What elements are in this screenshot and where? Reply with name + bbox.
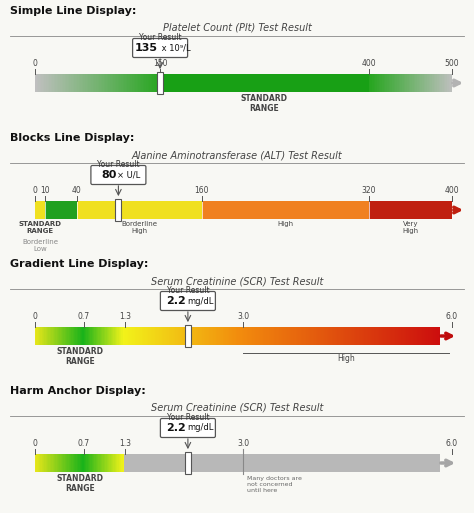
Text: 135: 135	[135, 43, 158, 53]
Text: 2.2: 2.2	[166, 296, 186, 306]
Text: 0: 0	[33, 439, 37, 448]
Polygon shape	[157, 72, 163, 94]
Text: 0.7: 0.7	[78, 439, 90, 448]
Text: 6.0: 6.0	[446, 439, 458, 448]
FancyBboxPatch shape	[91, 166, 146, 185]
Text: Serum Creatinine (SCR) Test Result: Serum Creatinine (SCR) Test Result	[151, 276, 323, 286]
Text: 0: 0	[33, 312, 37, 321]
FancyBboxPatch shape	[160, 291, 215, 310]
Text: Simple Line Display:: Simple Line Display:	[10, 6, 137, 16]
Text: 1.3: 1.3	[119, 439, 131, 448]
Polygon shape	[115, 199, 121, 221]
Text: 160: 160	[194, 186, 209, 195]
Text: Your Result: Your Result	[139, 33, 182, 42]
Text: 3.0: 3.0	[237, 439, 250, 448]
Text: 1.3: 1.3	[119, 312, 131, 321]
Text: mg/dL: mg/dL	[187, 297, 213, 306]
Text: Many doctors are
not concerned
until here: Many doctors are not concerned until her…	[247, 476, 302, 492]
Text: STANDARD
RANGE: STANDARD RANGE	[18, 221, 62, 234]
Text: STANDARD
RANGE: STANDARD RANGE	[57, 347, 104, 366]
Text: 0: 0	[33, 186, 37, 195]
Text: Platelet Count (Plt) Test Result: Platelet Count (Plt) Test Result	[163, 23, 311, 33]
Text: 80: 80	[101, 170, 117, 180]
FancyBboxPatch shape	[160, 419, 215, 438]
Text: 0.7: 0.7	[78, 312, 90, 321]
Text: STANDARD
RANGE: STANDARD RANGE	[241, 94, 288, 113]
Text: Borderline
High: Borderline High	[121, 221, 157, 234]
Text: Gradient Line Display:: Gradient Line Display:	[10, 259, 148, 269]
Text: 0: 0	[33, 59, 37, 68]
Text: 40: 40	[72, 186, 82, 195]
Text: 6.0: 6.0	[446, 312, 458, 321]
Polygon shape	[185, 325, 191, 347]
Polygon shape	[185, 452, 191, 474]
Text: 3.0: 3.0	[237, 312, 250, 321]
Text: Very
High: Very High	[402, 221, 419, 234]
Text: × U/L: × U/L	[118, 170, 141, 180]
Text: Your Result: Your Result	[166, 286, 209, 295]
Text: Your Result: Your Result	[166, 413, 209, 422]
Text: High: High	[337, 354, 355, 363]
Text: 400: 400	[361, 59, 376, 68]
Text: STANDARD
RANGE: STANDARD RANGE	[57, 474, 104, 494]
Text: 400: 400	[445, 186, 459, 195]
Text: Your Result: Your Result	[97, 160, 140, 169]
Text: 500: 500	[445, 59, 459, 68]
Text: 320: 320	[361, 186, 376, 195]
FancyBboxPatch shape	[133, 38, 188, 57]
Text: x 10⁹/L: x 10⁹/L	[159, 44, 191, 52]
Text: 150: 150	[153, 59, 167, 68]
Text: Alanine Aminotransferase (ALT) Test Result: Alanine Aminotransferase (ALT) Test Resu…	[132, 150, 342, 160]
Text: Serum Creatinine (SCR) Test Result: Serum Creatinine (SCR) Test Result	[151, 403, 323, 413]
Text: Borderline
Low: Borderline Low	[22, 239, 58, 252]
Text: Harm Anchor Display:: Harm Anchor Display:	[10, 386, 146, 396]
Text: 10: 10	[41, 186, 50, 195]
Text: High: High	[277, 221, 293, 227]
Text: mg/dL: mg/dL	[187, 424, 213, 432]
Text: 2.2: 2.2	[166, 423, 186, 433]
Text: Blocks Line Display:: Blocks Line Display:	[10, 133, 134, 143]
